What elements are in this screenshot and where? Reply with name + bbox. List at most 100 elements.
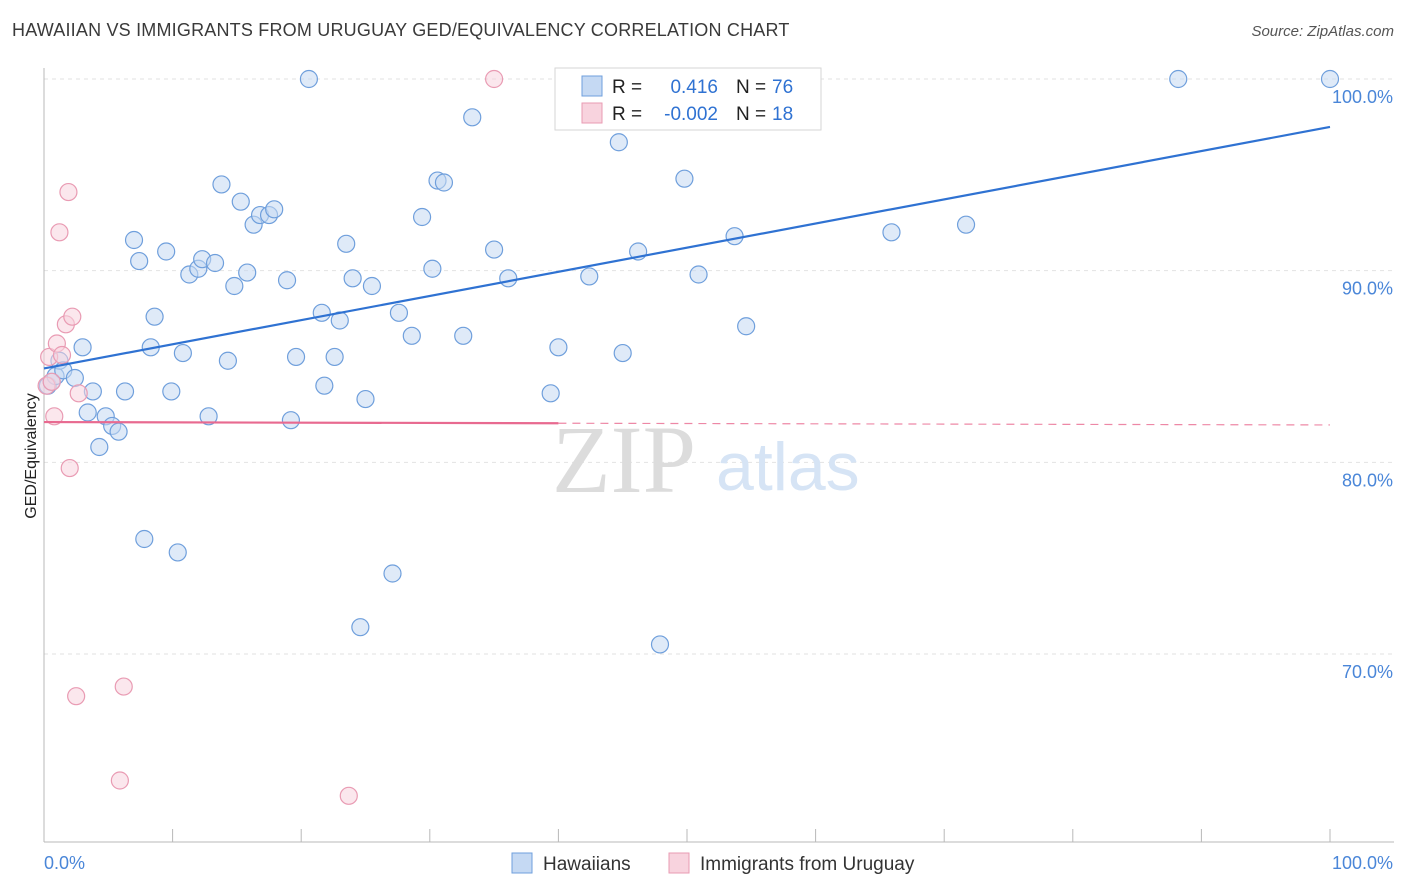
point-hawaiians	[199, 407, 218, 426]
point-hawaiians	[725, 227, 744, 246]
point-hawaiians	[78, 403, 97, 422]
legend-n-label-1: N =	[736, 77, 766, 98]
point-hawaiians	[286, 347, 306, 367]
point-hawaiians	[423, 259, 442, 278]
point-hawaiians	[109, 422, 128, 441]
point-hawaiians	[281, 411, 301, 430]
point-hawaiians	[549, 338, 568, 357]
point-hawaiians	[162, 382, 181, 401]
point-uruguay	[42, 372, 61, 391]
point-hawaiians	[231, 192, 250, 211]
point-hawaiians	[265, 200, 284, 219]
trend-lines	[43, 125, 1331, 426]
point-hawaiians	[343, 269, 362, 288]
point-uruguay	[59, 182, 78, 202]
point-hawaiians	[650, 635, 670, 654]
bottom-legend-swatch-uruguay	[668, 852, 690, 874]
point-uruguay	[485, 69, 504, 89]
point-hawaiians	[135, 529, 154, 549]
point-hawaiians	[115, 382, 135, 401]
legend-r-value-1: 0.416	[670, 77, 718, 98]
point-hawaiians	[299, 69, 319, 89]
legend-r-label-2: R =	[612, 104, 642, 125]
grid-lines	[44, 78, 1394, 655]
y-tick-label: 100.0%	[1332, 87, 1393, 107]
y-tick-label: 70.0%	[1342, 662, 1393, 682]
chart-source: Source: ZipAtlas.com	[1251, 23, 1394, 40]
point-hawaiians	[157, 242, 176, 261]
point-hawaiians	[325, 347, 344, 367]
axes	[43, 68, 1394, 843]
legend-n-value-1: 76	[772, 77, 793, 98]
point-uruguay	[60, 458, 79, 478]
point-hawaiians	[1169, 69, 1188, 89]
point-hawaiians	[882, 223, 901, 242]
y-tick-labels: 70.0% 80.0% 90.0% 100.0%	[1332, 87, 1393, 682]
y-tick-label: 80.0%	[1342, 470, 1393, 490]
point-hawaiians	[485, 240, 504, 259]
point-hawaiians	[130, 251, 149, 271]
point-hawaiians	[454, 326, 473, 345]
point-hawaiians	[675, 169, 694, 188]
point-uruguay	[114, 677, 133, 696]
point-hawaiians	[956, 215, 976, 234]
point-hawaiians	[351, 618, 370, 637]
point-hawaiians	[337, 234, 356, 253]
x-tick-label-max: 100.0%	[1332, 853, 1393, 873]
stats-legend: R = 0.416 N = 76 R = -0.002 N = 18	[554, 67, 822, 131]
point-hawaiians	[218, 351, 237, 370]
point-hawaiians	[315, 376, 334, 395]
point-hawaiians	[389, 303, 409, 322]
point-hawaiians	[225, 276, 244, 296]
legend-swatch-hawaiians	[581, 75, 603, 97]
series-hawaiians	[38, 69, 1340, 654]
point-hawaiians	[499, 269, 518, 288]
point-hawaiians	[613, 343, 632, 363]
trend-line-hawaiians	[43, 125, 1331, 370]
bottom-legend-label-hawaiians: Hawaiians	[543, 854, 631, 875]
point-hawaiians	[737, 317, 756, 336]
point-hawaiians	[90, 437, 109, 457]
point-hawaiians	[580, 267, 599, 286]
trend-line-uruguay-extrapolated	[558, 422, 1331, 426]
point-hawaiians	[362, 276, 382, 296]
point-hawaiians	[383, 564, 402, 583]
point-hawaiians	[212, 175, 231, 194]
point-uruguay	[110, 771, 129, 790]
point-hawaiians	[145, 307, 164, 326]
point-uruguay	[339, 786, 358, 805]
legend-swatch-uruguay	[581, 102, 603, 124]
y-tick-label: 90.0%	[1342, 279, 1393, 299]
point-hawaiians	[65, 368, 84, 388]
point-hawaiians	[463, 108, 482, 127]
watermark-atlas: atlas	[716, 429, 860, 505]
series-legend: Hawaiians Immigrants from Uruguay	[511, 852, 915, 875]
point-hawaiians	[168, 543, 187, 562]
watermark-zip: ZIP	[552, 406, 696, 513]
point-hawaiians	[402, 326, 421, 345]
point-hawaiians	[312, 303, 331, 322]
point-uruguay	[63, 307, 82, 326]
chart-title: HAWAIIAN VS IMMIGRANTS FROM URUGUAY GED/…	[12, 20, 790, 40]
bottom-legend-swatch-hawaiians	[511, 852, 533, 874]
x-tick-label-min: 0.0%	[44, 853, 85, 873]
point-uruguay	[69, 384, 88, 403]
point-uruguay	[52, 345, 72, 365]
point-hawaiians	[73, 338, 92, 357]
point-hawaiians	[541, 384, 560, 403]
point-hawaiians	[173, 343, 192, 363]
bottom-legend-label-uruguay: Immigrants from Uruguay	[700, 854, 915, 875]
point-uruguay	[50, 223, 69, 242]
point-hawaiians	[238, 263, 257, 282]
point-uruguay	[67, 687, 86, 706]
x-ticks	[43, 829, 1331, 842]
point-hawaiians	[277, 271, 297, 290]
y-axis-title: GED/Equivalency	[23, 393, 40, 518]
watermark: ZIP atlas	[552, 406, 860, 513]
point-hawaiians	[124, 230, 144, 250]
point-hawaiians	[205, 253, 225, 273]
legend-r-label-1: R =	[612, 77, 642, 98]
point-hawaiians	[1320, 69, 1340, 89]
point-hawaiians	[434, 173, 454, 192]
